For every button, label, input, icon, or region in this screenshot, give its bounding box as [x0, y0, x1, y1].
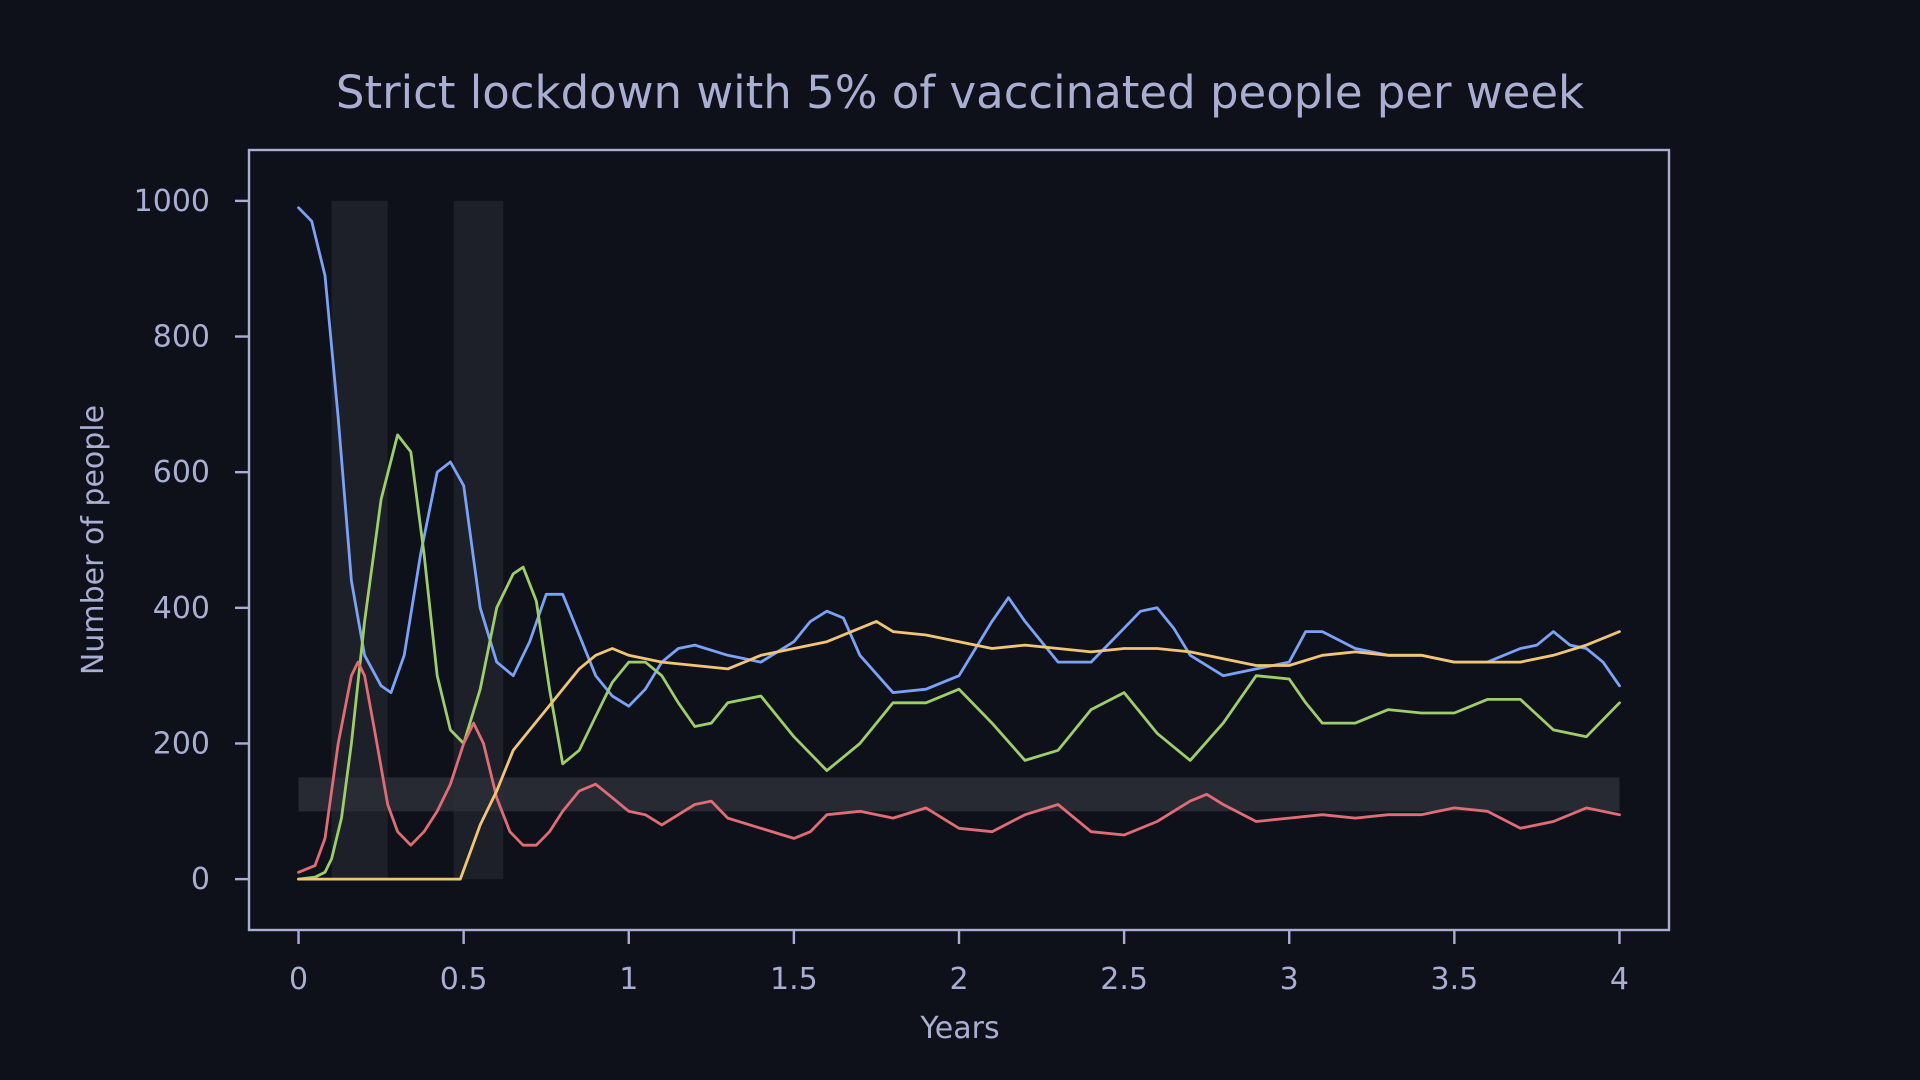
y-axis-label: Number of people: [76, 405, 111, 675]
lockdown-shaded-region-2: [453, 200, 504, 880]
x-tick-label: 4: [1610, 962, 1629, 997]
x-tick-label: 3: [1280, 962, 1299, 997]
lockdown-shaded-region-1: [331, 200, 388, 880]
y-tick-label: 0: [191, 862, 210, 897]
x-tick-label: 0: [289, 962, 308, 997]
series-line-4: [297, 620, 1621, 881]
x-tick-label: 1: [619, 962, 638, 997]
x-axis-ticks: 0 0.5 1 1.5 2 2.5 3 3.5 4: [289, 930, 1629, 997]
y-tick-label: 600: [153, 455, 210, 490]
y-tick-label: 800: [153, 320, 210, 355]
chart-title: Strict lockdown with 5% of vaccinated pe…: [336, 66, 1584, 119]
x-tick-label: 2: [949, 962, 968, 997]
x-tick-label: 3.5: [1430, 962, 1478, 997]
shading-layer: [298, 200, 1620, 880]
threshold-shaded-band: [298, 777, 1620, 812]
series-line-3: [297, 660, 1621, 874]
x-tick-label: 2.5: [1100, 962, 1148, 997]
x-axis-label: Years: [919, 1011, 999, 1046]
y-tick-label: 400: [153, 591, 210, 626]
x-tick-label: 0.5: [440, 962, 488, 997]
series-line-1: [297, 206, 1621, 708]
series-line-2: [297, 433, 1621, 881]
y-tick-label: 200: [153, 726, 210, 761]
x-tick-label: 1.5: [770, 962, 818, 997]
y-tick-label: 1000: [134, 184, 210, 219]
y-axis-ticks: 0 200 400 600 800 1000: [134, 184, 249, 897]
series-layer: [297, 206, 1621, 881]
